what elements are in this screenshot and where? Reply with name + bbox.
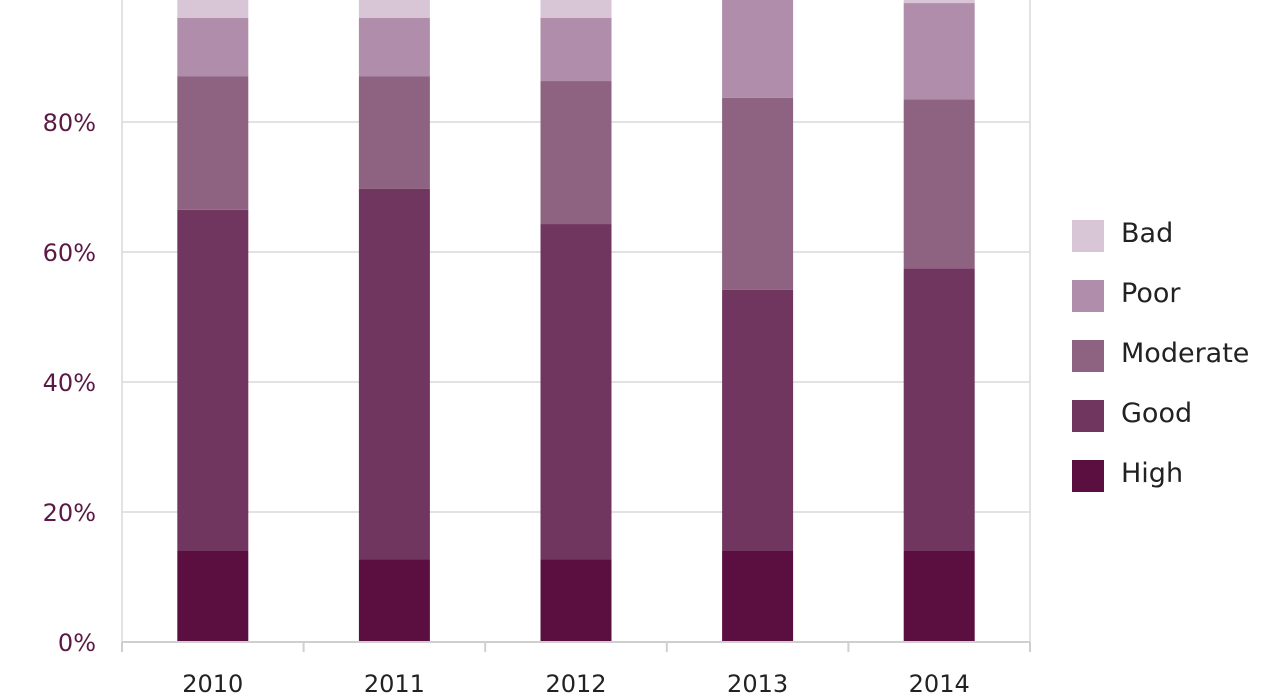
bar-segment-good-2011 [358, 188, 430, 560]
y-tick-label: 60% [43, 239, 96, 267]
x-tick-label: 2011 [364, 670, 425, 698]
legend-label: Good [1121, 398, 1193, 429]
x-tick-label: 2010 [182, 670, 243, 698]
y-tick-labels: 0% 20% 40% 60% 80% [43, 109, 96, 657]
bar-segment-high-2011 [358, 559, 430, 642]
bar-segment-good-2014 [903, 268, 975, 551]
y-tick-label: 0% [58, 629, 96, 657]
legend-swatch [1072, 400, 1104, 432]
bar-segment-high-2013 [722, 551, 794, 642]
legend-swatch [1072, 280, 1104, 312]
y-tick-label: 80% [43, 109, 96, 137]
bar-segment-moderate-2012 [540, 81, 612, 225]
bar-segment-good-2012 [540, 224, 612, 560]
legend-swatch [1072, 220, 1104, 252]
y-tick-label: 40% [43, 369, 96, 397]
bar-segment-bad-2010 [177, 0, 249, 18]
bar-segment-moderate-2014 [903, 99, 975, 269]
legend-label: Poor [1121, 278, 1181, 309]
x-tick-label: 2013 [727, 670, 788, 698]
axes [121, 0, 1031, 652]
legend-label: Bad [1121, 218, 1174, 249]
legend-swatch [1072, 340, 1104, 372]
x-tick-label: 2014 [909, 670, 970, 698]
bar-segment-high-2014 [903, 551, 975, 642]
bar-segment-high-2012 [540, 559, 612, 642]
bars [177, 0, 975, 642]
bar-segment-high-2010 [177, 551, 249, 642]
bar-segment-good-2010 [177, 209, 249, 551]
y-tick-label: 20% [43, 499, 96, 527]
bar-segment-poor-2010 [177, 18, 249, 77]
legend-label: High [1121, 458, 1184, 489]
x-tick-labels: 2010 2011 2012 2013 2014 [182, 670, 969, 698]
bar-segment-poor-2012 [540, 18, 612, 82]
bar-segment-bad-2014 [903, 0, 975, 4]
bar-segment-good-2013 [722, 289, 794, 551]
bar-segment-poor-2013 [722, 0, 794, 98]
bar-segment-moderate-2011 [358, 76, 430, 189]
bar-segment-poor-2014 [903, 3, 975, 100]
bar-segment-poor-2011 [358, 18, 430, 77]
legend-swatch [1072, 460, 1104, 492]
bar-segment-bad-2011 [358, 0, 430, 18]
bar-segment-bad-2012 [540, 0, 612, 18]
x-tick-label: 2012 [545, 670, 606, 698]
bar-segment-moderate-2010 [177, 76, 249, 210]
bar-segment-moderate-2013 [722, 97, 794, 290]
legend-label: Moderate [1121, 338, 1250, 369]
